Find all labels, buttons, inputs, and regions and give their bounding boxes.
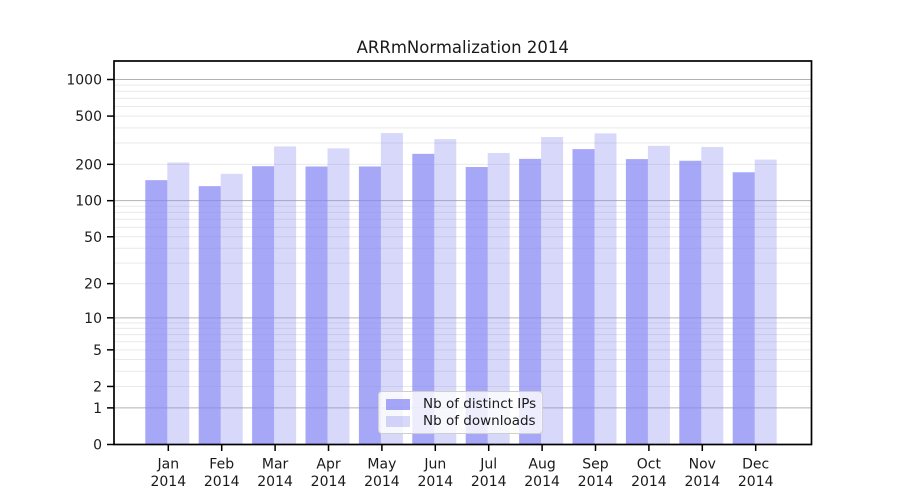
bar-distinct-ips-jan	[145, 180, 168, 445]
y-tick-label-1: 1	[93, 401, 102, 417]
y-tick-label-1000: 1000	[66, 73, 102, 89]
y-tick-label-500: 500	[75, 109, 102, 125]
x-tick-label-year-sep: 2014	[578, 474, 614, 490]
x-tick-label-month-aug: Aug	[528, 457, 555, 473]
x-tick-label-year-apr: 2014	[311, 474, 347, 490]
y-tick-label-50: 50	[84, 230, 102, 246]
bar-distinct-ips-jul	[465, 167, 488, 445]
x-tick-label-month-nov: Nov	[689, 457, 716, 473]
bar-downloads-oct	[647, 145, 670, 445]
legend-label-distinct-ips: Nb of distinct IPs	[423, 396, 537, 412]
bar-downloads-may	[380, 133, 403, 445]
x-tick-label-month-jan: Jan	[157, 457, 180, 473]
bars-group	[145, 133, 777, 445]
bar-downloads-jan	[167, 162, 190, 445]
x-tick-label-month-may: May	[367, 457, 396, 473]
tick-labels-group: 01251020501002005001000Jan2014Feb2014Mar…	[66, 73, 773, 490]
bar-downloads-nov	[701, 147, 724, 445]
bar-downloads-apr	[327, 148, 350, 445]
x-tick-label-month-sep: Sep	[582, 457, 609, 473]
bar-downloads-sep	[594, 133, 617, 445]
x-tick-label-month-apr: Apr	[316, 457, 340, 473]
bar-distinct-ips-mar	[252, 166, 275, 445]
legend-item-distinct-ips: Nb of distinct IPs	[386, 396, 537, 412]
legend-swatch-distinct-ips	[386, 398, 410, 410]
bar-distinct-ips-nov	[679, 160, 702, 445]
bar-downloads-mar	[274, 146, 297, 445]
legend-item-downloads: Nb of downloads	[386, 413, 536, 429]
bar-distinct-ips-oct	[625, 159, 648, 445]
y-tick-label-10: 10	[84, 311, 102, 327]
x-tick-label-month-oct: Oct	[637, 457, 662, 473]
legend: Nb of distinct IPs Nb of downloads	[378, 391, 543, 434]
x-tick-label-month-feb: Feb	[209, 457, 234, 473]
y-tick-label-200: 200	[75, 157, 102, 173]
bar-downloads-jun	[434, 139, 457, 445]
chart-title: ARRmNormalization 2014	[357, 38, 569, 57]
legend-label-downloads: Nb of downloads	[423, 413, 536, 429]
bar-distinct-ips-feb	[198, 186, 221, 445]
y-tick-label-0: 0	[93, 438, 102, 454]
bar-downloads-feb	[220, 173, 243, 445]
bar-downloads-dec	[754, 159, 777, 445]
bar-downloads-jul	[487, 153, 510, 445]
x-tick-label-year-aug: 2014	[524, 474, 560, 490]
x-tick-label-year-jun: 2014	[417, 474, 453, 490]
bar-downloads-aug	[541, 137, 564, 445]
y-tick-label-5: 5	[93, 343, 102, 359]
x-tick-label-year-jan: 2014	[150, 474, 186, 490]
x-tick-label-month-dec: Dec	[742, 457, 769, 473]
x-tick-label-month-jun: Jun	[423, 457, 446, 473]
x-tick-label-year-jul: 2014	[471, 474, 507, 490]
y-tick-label-20: 20	[84, 277, 102, 293]
x-tick-label-year-oct: 2014	[631, 474, 667, 490]
plot-border	[113, 60, 813, 446]
legend-swatch-downloads	[386, 415, 410, 427]
y-tick-label-2: 2	[93, 379, 102, 395]
x-tick-label-year-mar: 2014	[257, 474, 293, 490]
bar-distinct-ips-may	[358, 166, 381, 445]
y-tick-label-100: 100	[75, 194, 102, 210]
bar-distinct-ips-apr	[305, 166, 328, 445]
x-tick-label-month-mar: Mar	[262, 457, 289, 473]
bar-distinct-ips-sep	[572, 149, 595, 445]
axes-group	[107, 60, 813, 451]
bar-distinct-ips-dec	[732, 172, 755, 445]
x-tick-label-year-may: 2014	[364, 474, 400, 490]
bar-distinct-ips-aug	[519, 158, 542, 445]
x-tick-label-year-feb: 2014	[204, 474, 240, 490]
x-tick-label-month-jul: Jul	[479, 457, 497, 473]
x-tick-label-year-dec: 2014	[738, 474, 774, 490]
bar-distinct-ips-jun	[412, 153, 435, 445]
x-tick-label-year-nov: 2014	[684, 474, 720, 490]
